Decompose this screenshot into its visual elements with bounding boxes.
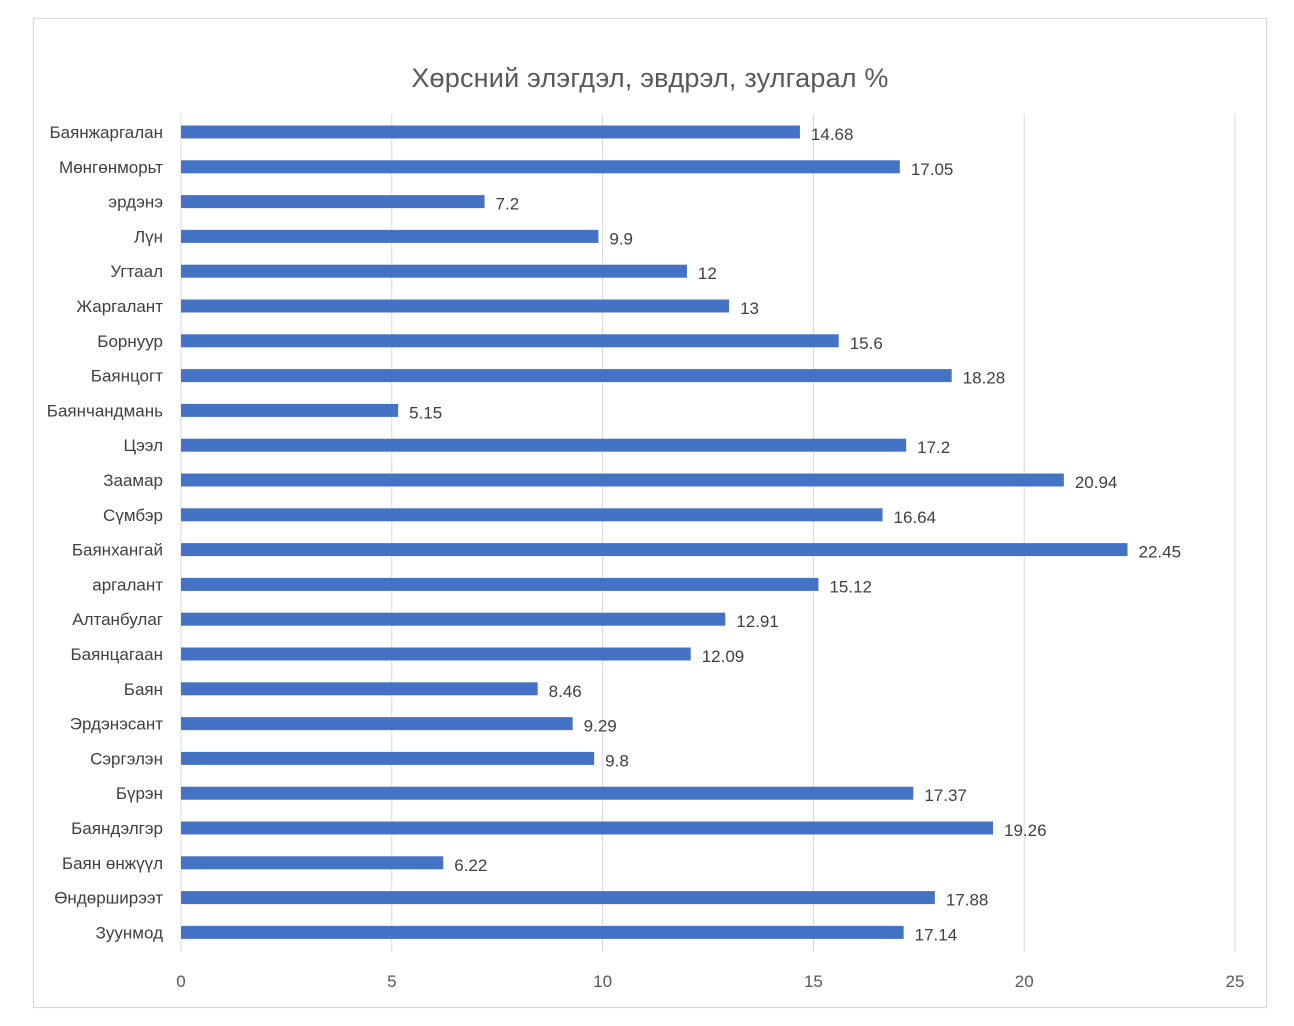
bar — [181, 125, 800, 139]
category-label: Баянчандмань — [47, 401, 163, 420]
value-label: 9.29 — [584, 717, 617, 736]
bar — [181, 647, 691, 661]
x-tick-label: 5 — [387, 972, 396, 991]
x-tick-label: 10 — [593, 972, 612, 991]
category-label: Эрдэнэсант — [70, 715, 163, 734]
value-label: 12.09 — [702, 647, 745, 666]
bar — [181, 438, 907, 452]
value-label: 7.2 — [496, 195, 520, 214]
value-label: 17.37 — [924, 786, 967, 805]
chart-title: Хөрсний элэгдэл, эвдрэл, зулгарал % — [411, 63, 889, 93]
value-label: 8.46 — [549, 682, 582, 701]
bar — [181, 682, 538, 696]
bar — [181, 264, 687, 278]
value-label: 15.6 — [850, 334, 883, 353]
category-label: Алтанбулаг — [72, 610, 163, 629]
bar — [181, 195, 485, 209]
bar — [181, 786, 914, 800]
value-label: 12.91 — [736, 612, 779, 631]
value-label: 13 — [740, 299, 759, 318]
value-label: 18.28 — [963, 369, 1006, 388]
value-label: 5.15 — [409, 403, 442, 422]
value-label: 17.2 — [917, 438, 950, 457]
category-label: Баянцогт — [91, 367, 163, 386]
bar — [181, 160, 900, 174]
bar — [181, 508, 883, 522]
value-label: 9.9 — [609, 229, 633, 248]
value-label: 9.8 — [605, 751, 629, 770]
category-label: Өндөрширээт — [54, 889, 163, 908]
category-label: Баянцагаан — [70, 645, 163, 664]
bar — [181, 369, 952, 383]
category-label: Сүмбэр — [103, 506, 163, 525]
category-label: Заамар — [103, 471, 163, 490]
category-label: Баянжаргалан — [49, 123, 163, 142]
bar — [181, 925, 904, 939]
bar — [181, 612, 726, 626]
bar — [181, 403, 399, 417]
value-labels: 14.68 17.05 7.2 9.9 12 13 15.6 18.28 5.15 17.2 20.… — [409, 125, 1181, 944]
value-label: 17.14 — [915, 925, 958, 944]
category-label: Зуунмод — [96, 923, 163, 942]
category-label: Сэргэлэн — [90, 749, 163, 768]
value-label: 16.64 — [894, 508, 937, 527]
category-labels: Баянжаргалан Мөнгөнморьт эрдэнэ Лүн Угтаал Жа… — [47, 123, 163, 942]
category-label: Баян өнжүүл — [62, 854, 163, 873]
x-tick-label: 15 — [804, 972, 823, 991]
value-label: 12 — [698, 264, 717, 283]
value-label: 20.94 — [1075, 473, 1118, 492]
bar — [181, 751, 595, 765]
value-label: 14.68 — [811, 125, 854, 144]
bar — [181, 717, 573, 731]
bar — [181, 334, 839, 348]
category-label: Баян — [124, 680, 163, 699]
category-label: Жаргалант — [76, 297, 163, 316]
x-tick-label: 0 — [176, 972, 185, 991]
category-label: аргалант — [92, 575, 163, 594]
value-label: 15.12 — [829, 577, 872, 596]
x-tick-label: 20 — [1015, 972, 1034, 991]
category-label: Лүн — [134, 227, 163, 246]
bar — [181, 856, 444, 870]
x-tick-label: 25 — [1226, 972, 1245, 991]
bar — [181, 577, 819, 591]
bar — [181, 821, 994, 835]
value-label: 17.88 — [946, 891, 989, 910]
value-label: 17.05 — [911, 160, 954, 179]
category-label: Баянхангай — [72, 541, 163, 560]
bar — [181, 543, 1128, 557]
category-label: Мөнгөнморьт — [59, 158, 163, 177]
category-label: Бүрэн — [116, 784, 163, 803]
category-label: эрдэнэ — [108, 193, 163, 212]
value-label: 19.26 — [1004, 821, 1047, 840]
x-axis-tick-labels: 0 5 10 15 20 25 — [176, 972, 1244, 991]
category-label: Борнуур — [97, 332, 163, 351]
bar — [181, 473, 1064, 487]
bars — [181, 125, 1128, 939]
category-label: Угтаал — [110, 262, 163, 281]
gridlines — [180, 114, 1236, 952]
category-label: Баяндэлгэр — [71, 819, 163, 838]
value-label: 6.22 — [454, 856, 487, 875]
bar — [181, 229, 599, 243]
value-label: 22.45 — [1138, 543, 1181, 562]
bar — [181, 891, 935, 905]
bar — [181, 299, 730, 313]
category-label: Цээл — [124, 436, 163, 455]
